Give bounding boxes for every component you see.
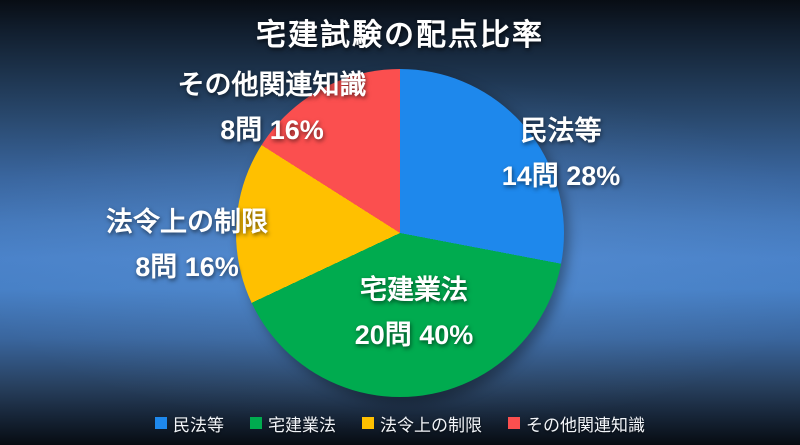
legend-item-houreijou: 法令上の制限 (362, 411, 482, 436)
slice-label-value: 8問 16% (135, 252, 239, 282)
slice-label-category: その他関連知識 (177, 70, 367, 100)
slice-label-category: 民法等 (520, 116, 602, 146)
slice-label-value: 20問 40% (354, 320, 474, 350)
chart-title: 宅建試験の配点比率 (256, 19, 544, 52)
slice-label-takkengyouhou: 宅建業法 20問 40% (355, 268, 474, 358)
slice-label-value: 14問 28% (501, 161, 621, 191)
slice-label-category: 宅建業法 (359, 275, 468, 305)
slice-label-minpou: 民法等 14問 28% (502, 109, 621, 199)
legend-label: その他関連知識 (526, 415, 645, 435)
legend-swatch-icon (155, 417, 167, 429)
legend-item-sonota: その他関連知識 (508, 411, 645, 436)
legend-swatch-icon (250, 417, 262, 429)
legend-item-takkengyouhou: 宅建業法 (250, 411, 336, 436)
legend-label: 民法等 (173, 415, 224, 435)
slice-label-value: 8問 16% (220, 115, 324, 145)
legend-label: 法令上の制限 (380, 415, 482, 435)
slice-label-sonota: その他関連知識 8問 16% (178, 63, 367, 153)
pie-chart (236, 69, 564, 397)
legend-label: 宅建業法 (268, 415, 336, 435)
legend-swatch-icon (508, 417, 520, 429)
slice-label-category: 法令上の制限 (106, 207, 268, 237)
legend-swatch-icon (362, 417, 374, 429)
legend-item-minpou: 民法等 (155, 411, 224, 436)
slice-label-houreijou: 法令上の制限 8問 16% (106, 200, 268, 290)
chart-legend: 民法等 宅建業法 法令上の制限 その他関連知識 (0, 409, 800, 437)
